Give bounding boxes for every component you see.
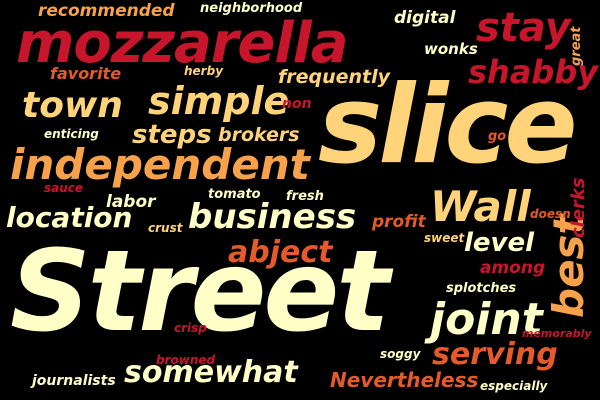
word-sweet: sweet — [424, 231, 465, 245]
word-favorite: favorite — [50, 64, 122, 83]
word-neighborhood: neighborhood — [200, 1, 303, 16]
word-herby: herby — [184, 64, 224, 78]
word-simple: simple — [148, 79, 290, 123]
word-level: level — [464, 228, 535, 258]
word-abject: abject — [228, 235, 333, 270]
word-labor: labor — [106, 192, 156, 212]
word-brokers: brokers — [218, 124, 300, 146]
word-recommended: recommended — [38, 1, 175, 21]
word-crisp: crisp — [174, 321, 207, 335]
word-wall: Wall — [430, 182, 531, 231]
word-slice: slice — [318, 63, 578, 188]
word-tomato: tomato — [208, 187, 261, 202]
word-journalists: journalists — [32, 373, 116, 389]
word-clerks: clerks — [568, 177, 589, 238]
word-digital: digital — [394, 8, 456, 28]
word-mozzarella: mozzarella — [16, 11, 349, 76]
word-frequently: frequently — [278, 66, 391, 88]
word-go: go — [488, 129, 507, 144]
word-memorably: memorably — [522, 327, 592, 340]
word-browned: browned — [156, 353, 216, 367]
word-wonks: wonks — [424, 40, 478, 58]
word-sauce: sauce — [44, 181, 84, 195]
word-profit: profit — [372, 212, 426, 232]
word-nevertheless: Nevertheless — [330, 368, 479, 392]
word-doesn: doesn — [530, 207, 571, 221]
word-town: town — [22, 85, 123, 126]
word-business: business — [188, 197, 357, 237]
word-especially: especially — [480, 379, 548, 393]
word-somewhat: somewhat — [124, 355, 298, 390]
word-steps: steps — [132, 120, 212, 150]
word-non: non — [282, 96, 312, 112]
word-street: Street — [10, 227, 390, 357]
word-location: location — [6, 201, 133, 234]
word-great: great — [569, 26, 584, 66]
word-joint: joint — [430, 294, 543, 345]
word-crust: crust — [148, 221, 183, 235]
word-splotches: splotches — [446, 281, 517, 296]
word-enticing: enticing — [44, 127, 99, 141]
word-soggy: soggy — [380, 347, 421, 361]
word-independent: independent — [10, 140, 310, 189]
word-serving: serving — [432, 337, 558, 372]
word-shabby: shabby — [468, 53, 599, 91]
word-among: among — [480, 258, 546, 278]
word-fresh: fresh — [286, 189, 324, 204]
word-stay: stay — [476, 5, 571, 51]
